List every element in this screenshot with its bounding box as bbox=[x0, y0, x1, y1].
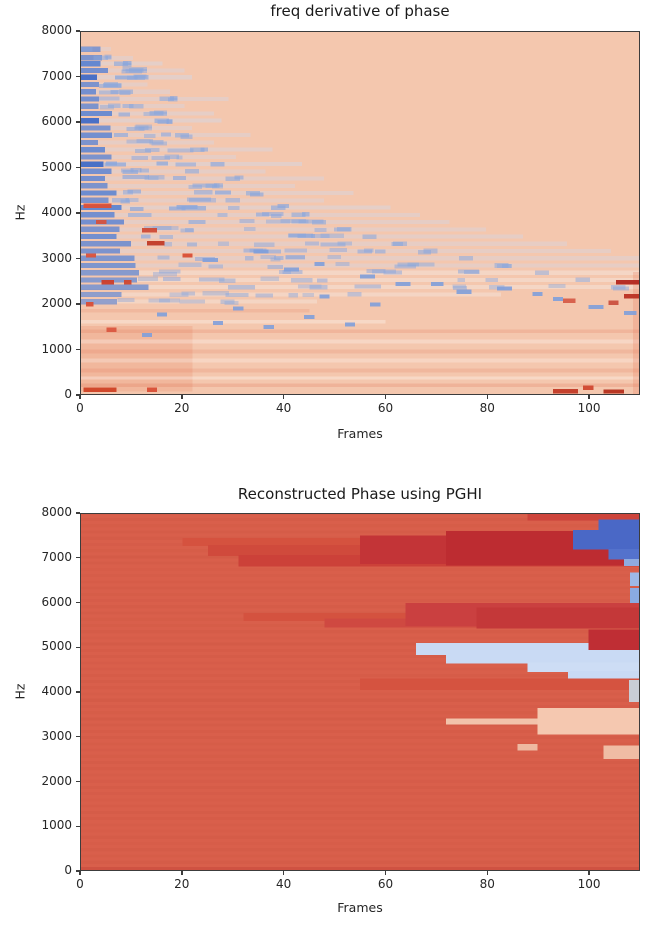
y-tick-label: 8000 bbox=[41, 23, 72, 37]
plot-title-freq-derivative: freq derivative of phase bbox=[270, 2, 450, 20]
heatmap-reconstructed-phase bbox=[80, 513, 640, 871]
plot-title-reconstructed-phase: Reconstructed Phase using PGHI bbox=[237, 485, 483, 503]
y-tick-mark bbox=[76, 780, 80, 783]
y-tick-mark bbox=[76, 166, 80, 169]
y-tick-mark bbox=[76, 257, 80, 260]
x-tick-label: 60 bbox=[377, 877, 394, 891]
x-tick-label: 0 bbox=[76, 877, 84, 891]
y-tick-label: 2000 bbox=[41, 773, 72, 788]
y-tick-label: 5000 bbox=[41, 159, 72, 174]
heatmap-svg bbox=[81, 32, 639, 394]
x-tick-label: 80 bbox=[479, 401, 495, 415]
y-tick-mark bbox=[76, 394, 80, 396]
y-tick-mark bbox=[76, 691, 80, 693]
y-tick-label: 1000 bbox=[41, 341, 72, 356]
x-axis-label-frames-top: Frames bbox=[337, 426, 383, 441]
x-tick-mark bbox=[181, 395, 183, 399]
y-tick-mark bbox=[76, 30, 80, 32]
x-tick-label: 20 bbox=[174, 877, 190, 891]
y-tick-label: 0 bbox=[64, 863, 72, 877]
x-tick-label: 20 bbox=[174, 401, 190, 415]
x-tick-label: 40 bbox=[275, 401, 292, 415]
y-tick-mark bbox=[76, 736, 80, 738]
y-tick-label: 7000 bbox=[41, 68, 72, 83]
y-tick-label: 3000 bbox=[41, 250, 72, 265]
y-tick-mark bbox=[76, 303, 80, 305]
x-tick-label: 100 bbox=[577, 877, 601, 891]
y-tick-mark bbox=[76, 348, 80, 351]
x-tick-label: 60 bbox=[377, 401, 394, 415]
heatmap-freq-derivative bbox=[80, 31, 640, 395]
x-tick-mark bbox=[282, 871, 285, 875]
y-tick-mark bbox=[76, 601, 80, 604]
y-tick-label: 7000 bbox=[41, 549, 72, 564]
y-tick-mark bbox=[76, 870, 80, 872]
x-tick-mark bbox=[282, 395, 285, 399]
y-tick-label: 3000 bbox=[41, 728, 72, 743]
y-tick-mark bbox=[76, 212, 80, 214]
y-tick-mark bbox=[76, 75, 80, 78]
x-tick-label: 40 bbox=[275, 877, 292, 891]
y-tick-label: 0 bbox=[64, 387, 72, 401]
x-tick-mark bbox=[384, 395, 387, 399]
x-tick-mark bbox=[588, 871, 590, 875]
x-tick-label: 0 bbox=[76, 401, 84, 415]
y-tick-mark bbox=[76, 557, 80, 559]
y-tick-label: 1000 bbox=[41, 818, 72, 833]
y-tick-label: 2000 bbox=[41, 296, 72, 310]
x-tick-label: 100 bbox=[577, 401, 601, 415]
x-tick-label: 80 bbox=[479, 877, 495, 891]
y-tick-mark bbox=[76, 512, 80, 514]
y-tick-label: 5000 bbox=[41, 639, 72, 654]
x-tick-mark bbox=[79, 395, 81, 399]
x-tick-mark bbox=[79, 871, 81, 875]
x-tick-mark bbox=[588, 395, 590, 399]
y-tick-mark bbox=[76, 825, 80, 827]
y-tick-label: 4000 bbox=[41, 205, 72, 219]
y-tick-label: 6000 bbox=[41, 594, 72, 609]
x-tick-mark bbox=[384, 871, 387, 875]
y-tick-label: 4000 bbox=[41, 684, 72, 698]
y-tick-mark bbox=[76, 121, 80, 123]
y-tick-label: 6000 bbox=[41, 114, 72, 128]
x-tick-mark bbox=[181, 871, 183, 875]
y-tick-mark bbox=[76, 646, 80, 648]
x-tick-mark bbox=[486, 395, 488, 399]
x-axis-label-frames-bottom: Frames bbox=[337, 900, 383, 915]
heatmap-svg bbox=[81, 514, 639, 870]
y-tick-label: 8000 bbox=[41, 505, 72, 519]
x-tick-mark bbox=[486, 871, 488, 875]
